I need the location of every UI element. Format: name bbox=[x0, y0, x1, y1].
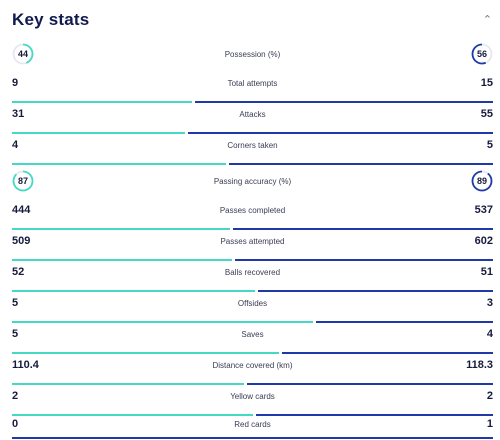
home-bar bbox=[12, 259, 232, 261]
home-possession-ring: 44 bbox=[12, 43, 34, 65]
stat-row-total-attempts: 9 Total attempts 15 bbox=[12, 73, 493, 103]
comparison-bar bbox=[12, 259, 493, 261]
stat-label: Passing accuracy (%) bbox=[213, 177, 292, 186]
away-bar bbox=[256, 414, 493, 416]
stat-row-passes-attempted: 509 Passes attempted 602 bbox=[12, 231, 493, 261]
away-value: 602 bbox=[474, 235, 493, 247]
stat-row-distance-covered: 110.4 Distance covered (km) 118.3 bbox=[12, 355, 493, 385]
home-value: 0 bbox=[12, 418, 19, 430]
stat-row-offsides: 5 Offsides 3 bbox=[12, 293, 493, 323]
stat-label: Distance covered (km) bbox=[212, 361, 293, 370]
home-bar bbox=[12, 414, 253, 416]
away-bar bbox=[282, 352, 493, 354]
stat-label: Attacks bbox=[239, 110, 266, 119]
stat-label: Passes attempted bbox=[220, 237, 285, 246]
away-bar bbox=[258, 290, 493, 292]
home-bar bbox=[12, 321, 313, 323]
away-bar bbox=[12, 437, 493, 439]
stat-label: Total attempts bbox=[227, 79, 278, 88]
stat-label: Offsides bbox=[237, 299, 268, 308]
home-possession-value: 44 bbox=[17, 49, 28, 59]
comparison-bar bbox=[12, 321, 493, 323]
home-bar bbox=[12, 132, 185, 134]
home-value: 509 bbox=[12, 235, 31, 247]
home-bar bbox=[12, 290, 255, 292]
stat-row-saves: 5 Saves 4 bbox=[12, 324, 493, 354]
away-value: 5 bbox=[486, 139, 493, 151]
home-value: 5 bbox=[12, 328, 19, 340]
home-value: 31 bbox=[12, 108, 25, 120]
comparison-bar bbox=[12, 414, 493, 416]
stat-label: Yellow cards bbox=[230, 392, 275, 401]
stat-row-possession: 44 Possession (%) 56 bbox=[12, 43, 493, 67]
key-stats-header: Key stats ⌃ bbox=[12, 10, 492, 34]
away-value: 15 bbox=[480, 77, 493, 89]
home-value: 2 bbox=[12, 390, 19, 402]
home-value: 9 bbox=[12, 77, 19, 89]
stat-row-passing-accuracy: 87 Passing accuracy (%) 89 bbox=[12, 170, 493, 194]
stat-row-red-cards: 0 Red cards 1 bbox=[12, 414, 493, 440]
stat-label: Passes completed bbox=[219, 206, 286, 215]
away-possession-value: 56 bbox=[476, 49, 487, 59]
stat-label: Red cards bbox=[234, 420, 271, 429]
stat-row-attacks: 31 Attacks 55 bbox=[12, 104, 493, 134]
home-bar bbox=[12, 383, 244, 385]
comparison-bar bbox=[12, 352, 493, 354]
home-value: 4 bbox=[12, 139, 19, 151]
home-value: 110.4 bbox=[12, 359, 39, 371]
away-value: 3 bbox=[486, 297, 493, 309]
stat-label: Corners taken bbox=[227, 141, 278, 150]
away-bar bbox=[316, 321, 493, 323]
away-possession-ring: 56 bbox=[471, 43, 493, 65]
away-value: 55 bbox=[480, 108, 493, 120]
comparison-bar bbox=[12, 132, 493, 134]
away-bar bbox=[195, 101, 493, 103]
comparison-bar bbox=[12, 437, 493, 439]
away-bar bbox=[247, 383, 493, 385]
away-passing-accuracy-ring: 89 bbox=[471, 170, 493, 192]
home-bar bbox=[12, 101, 192, 103]
away-value: 51 bbox=[480, 266, 493, 278]
stat-label: Saves bbox=[241, 330, 264, 339]
away-value: 4 bbox=[486, 328, 493, 340]
stat-row-corners-taken: 4 Corners taken 5 bbox=[12, 135, 493, 165]
home-value: 5 bbox=[12, 297, 19, 309]
home-bar bbox=[12, 228, 230, 230]
away-value: 2 bbox=[486, 390, 493, 402]
comparison-bar bbox=[12, 383, 493, 385]
away-bar bbox=[235, 259, 493, 261]
home-bar bbox=[12, 352, 279, 354]
chevron-up-icon[interactable]: ⌃ bbox=[482, 14, 492, 26]
comparison-bar bbox=[12, 101, 493, 103]
home-passing-accuracy-value: 87 bbox=[17, 176, 28, 186]
away-bar bbox=[188, 132, 493, 134]
home-bar bbox=[12, 163, 226, 165]
away-bar bbox=[229, 163, 493, 165]
stat-row-balls-recovered: 52 Balls recovered 51 bbox=[12, 262, 493, 292]
stat-row-passes-completed: 444 Passes completed 537 bbox=[12, 200, 493, 230]
away-value: 118.3 bbox=[466, 359, 493, 371]
home-passing-accuracy-ring: 87 bbox=[12, 170, 34, 192]
stat-label: Possession (%) bbox=[224, 50, 281, 59]
comparison-bar bbox=[12, 163, 493, 165]
home-value: 52 bbox=[12, 266, 25, 278]
comparison-bar bbox=[12, 228, 493, 230]
away-passing-accuracy-value: 89 bbox=[476, 176, 487, 186]
comparison-bar bbox=[12, 290, 493, 292]
stat-label: Balls recovered bbox=[224, 268, 281, 277]
away-value: 537 bbox=[474, 204, 493, 216]
stat-row-yellow-cards: 2 Yellow cards 2 bbox=[12, 386, 493, 416]
away-value: 1 bbox=[486, 418, 493, 430]
section-title: Key stats bbox=[12, 10, 90, 29]
home-value: 444 bbox=[12, 204, 31, 216]
away-bar bbox=[233, 228, 493, 230]
